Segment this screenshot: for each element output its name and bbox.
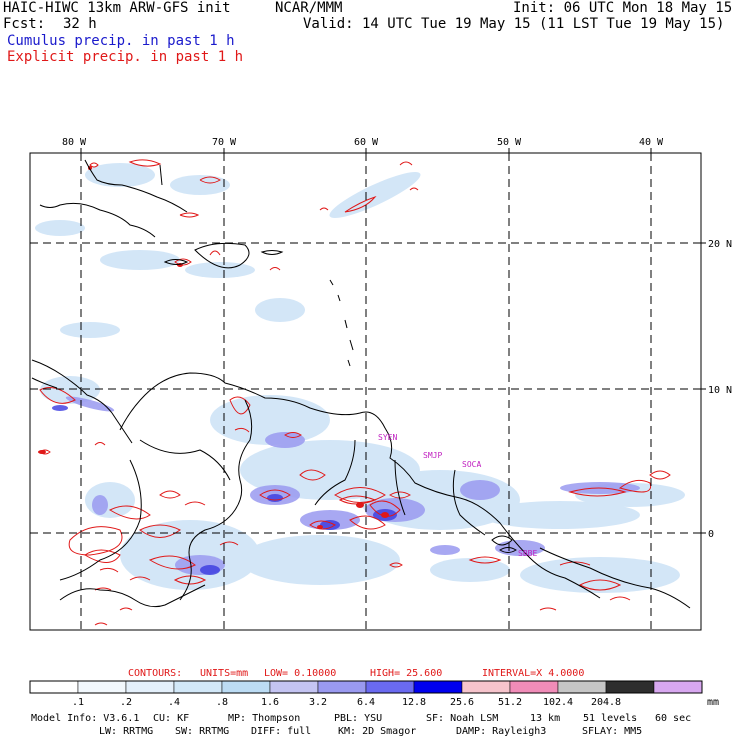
footer-pbl: PBL: YSU [334, 713, 383, 724]
colorbar-box [221, 680, 271, 694]
legend-explicit: Explicit precip. in past 1 h [7, 49, 244, 65]
cumulus-light-areas [35, 163, 685, 593]
footer-km: KM: 2D Smagor [338, 726, 417, 737]
footer-levels: 51 levels [583, 713, 638, 724]
station-label: SMJP [423, 451, 442, 460]
coastlines [31, 159, 691, 609]
station-label: SOCA [462, 460, 481, 469]
colorbar-tick-label: 25.6 [449, 697, 475, 708]
lon-labels: 80 W 70 W 60 W 50 W 40 W [62, 137, 664, 148]
org-label: NCAR/MMM [275, 0, 343, 16]
colorbar-tick-label: 204.8 [590, 697, 622, 708]
colorbar-tick-label: 12.8 [401, 697, 427, 708]
colorbar-boxes [29, 680, 703, 694]
colorbar-box [365, 680, 415, 694]
colorbar-box [557, 680, 607, 694]
station-label: SBBE [518, 549, 537, 558]
lat-ticks [701, 242, 706, 534]
colorbar-box [317, 680, 367, 694]
colorbar-box [77, 680, 127, 694]
contours-label: CONTOURS: [128, 668, 183, 679]
explicit-contours [39, 159, 671, 626]
contours-low: LOW= 0.10000 [264, 668, 337, 679]
footer-damp: DAMP: Rayleigh3 [456, 726, 547, 737]
colorbar-tick-label: 102.4 [542, 697, 574, 708]
colorbar-tick-label: 3.2 [308, 697, 328, 708]
colorbar-box [605, 680, 655, 694]
model-title: HAIC-HIWC 13km ARW-GFS init [3, 0, 231, 16]
lon-label: 50 W [497, 137, 522, 148]
contours-units: UNITS=mm [200, 668, 249, 679]
footer-timestep: 60 sec [655, 713, 692, 724]
colorbar-box [29, 680, 79, 694]
colorbar-tick-label: 6.4 [356, 697, 376, 708]
lat-labels: 20 N 10 N 0 [708, 239, 732, 540]
colorbar-frame [29, 680, 703, 694]
lon-label: 60 W [354, 137, 379, 148]
lat-label: 0 [708, 529, 714, 540]
precip-layer [35, 163, 685, 593]
legend-cumulus: Cumulus precip. in past 1 h [7, 33, 235, 49]
lon-label: 40 W [639, 137, 664, 148]
footer-sw: SW: RRTMG [175, 726, 230, 737]
lon-label: 70 W [212, 137, 237, 148]
station-label: SYEN [378, 433, 397, 442]
lat-label: 10 N [708, 385, 732, 396]
colorbar-tick-label: .4 [167, 697, 181, 708]
footer-model-info: Model Info: V3.6.1 [31, 713, 140, 724]
colorbar-labels: .1 .2 .4 .8 1.6 3.2 6.4 12.8 25.6 51.2 102.4 204.8 [0, 695, 740, 708]
colorbar-box [125, 680, 175, 694]
colorbar-box [173, 680, 223, 694]
forecast-label: Fcst: [3, 16, 46, 32]
colorbar-box [509, 680, 559, 694]
contours-interval: INTERVAL=X 4.0000 [482, 668, 585, 679]
footer-sf: SF: Noah LSM [426, 713, 499, 724]
footer-diff: DIFF: full [251, 726, 312, 737]
colorbar [29, 680, 703, 694]
colorbar-box [461, 680, 511, 694]
colorbar-tick-label: .1 [71, 697, 85, 708]
colorbar-tick-label: 51.2 [497, 697, 523, 708]
footer-cu: CU: KF [153, 713, 190, 724]
lon-ticks [80, 148, 652, 153]
contours-high: HIGH= 25.600 [370, 668, 443, 679]
colorbar-box [413, 680, 463, 694]
init-time: Init: 06 UTC Mon 18 May 15 [513, 0, 733, 16]
footer-mp: MP: Thompson [228, 713, 301, 724]
valid-time: Valid: 14 UTC Tue 19 May 15 (11 LST Tue … [303, 16, 725, 32]
colorbar-tick-label: .2 [119, 697, 133, 708]
graticule [30, 153, 701, 630]
colorbar-unit: mm [707, 697, 720, 708]
lat-label: 20 N [708, 239, 732, 250]
colorbar-tick-label: .8 [215, 697, 229, 708]
station-labels: SYEN SMJP SOCA SBBE [378, 433, 537, 558]
footer-resolution: 13 km [530, 713, 561, 724]
colorbar-tick-label: 1.6 [260, 697, 280, 708]
forecast-hour: 32 h [63, 16, 97, 32]
footer-lw: LW: RRTMG [99, 726, 154, 737]
footer-sflay: SFLAY: MM5 [582, 726, 643, 737]
colorbar-box [269, 680, 319, 694]
colorbar-box [653, 680, 703, 694]
lon-label: 80 W [62, 137, 87, 148]
